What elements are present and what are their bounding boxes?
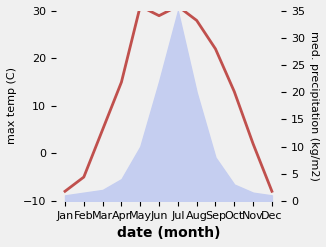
Y-axis label: max temp (C): max temp (C) xyxy=(7,67,17,144)
X-axis label: date (month): date (month) xyxy=(117,226,220,240)
Y-axis label: med. precipitation (kg/m2): med. precipitation (kg/m2) xyxy=(309,31,319,181)
